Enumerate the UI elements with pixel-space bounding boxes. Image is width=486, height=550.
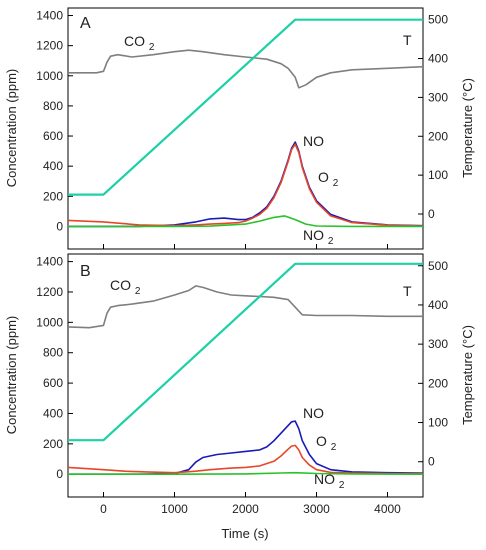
panel-a-ytick-label: 1200	[36, 39, 63, 53]
panel-b-ytick-label: 1400	[36, 255, 63, 269]
subscript: 2	[328, 236, 334, 247]
panel-b-y2tick-label: 200	[428, 376, 448, 390]
panel-b-o2-label: O 2	[316, 433, 337, 453]
panel-a-left-ticks: 0 200 400 600 800 1000 1200 1400	[36, 9, 73, 233]
panel-b-t-label: T	[403, 283, 412, 299]
panel-a-o2-label-text: O	[318, 169, 329, 185]
panel-a: A 0 200 400 600 800 1000 1200 1400 0 100 200 300 40…	[4, 7, 475, 250]
panel-b-y2tick-label: 400	[428, 298, 448, 312]
panel-a-ytick-label: 600	[43, 129, 63, 143]
panel-b-ytick-label: 1200	[36, 285, 63, 299]
panel-b-xtick-label: 3000	[303, 502, 330, 516]
panel-b-y2label: Temperature (°C)	[460, 325, 475, 425]
panel-b-left-ticks: 0 200 400 600 800 1000 1200 1400	[36, 255, 73, 481]
panel-b-no-label: NO	[303, 405, 324, 421]
panel-b-bottom-ticks: 0 1000 2000 3000 4000	[100, 492, 401, 516]
panel-a-y2tick-label: 300	[428, 90, 448, 104]
panel-a-ytick-label: 1400	[36, 9, 63, 23]
panel-a-label: A	[80, 15, 91, 32]
panel-a-series	[67, 18, 424, 228]
panel-a-bottom-ticks	[103, 244, 388, 249]
panel-a-co2-label-text: CO	[124, 33, 145, 49]
panel-a-y2tick-label: 200	[428, 129, 448, 143]
panel-a-series-o2-line	[67, 143, 424, 227]
panel-b-xtick-label: 1000	[161, 502, 188, 516]
panel-a-ytick-label: 400	[43, 159, 63, 173]
panel-a-series-no-line	[68, 141, 424, 228]
panel-b-xlabel: Time (s)	[221, 526, 268, 541]
panel-b-series	[67, 262, 424, 476]
panel-b-y2tick-label: 300	[428, 337, 448, 351]
panel-b-xtick-label: 0	[100, 502, 107, 516]
panel-a-ytick-label: 800	[43, 99, 63, 113]
panel-a-o2-label: O 2	[318, 169, 339, 189]
panel-a-no2-label: NO 2	[303, 227, 334, 247]
panel-b-ytick-label: 0	[56, 467, 63, 481]
subscript: 2	[135, 286, 141, 297]
panel-b-y2tick-label: 0	[428, 455, 435, 469]
subscript: 2	[331, 442, 337, 453]
panel-a-y2tick-label: 100	[428, 168, 448, 182]
panel-a-ylabel: Concentration (ppm)	[4, 69, 19, 188]
panel-a-y2tick-label: 500	[428, 13, 448, 27]
panel-a-ytick-label: 200	[43, 189, 63, 203]
panel-a-ytick-label: 0	[56, 219, 63, 233]
panel-a-ytick-label: 1000	[36, 69, 63, 83]
panel-b-series-o2-line	[67, 444, 423, 475]
panel-b-series-no2-line	[68, 471, 424, 476]
panel-a-frame	[67, 7, 424, 250]
panel-b-o2-label-text: O	[316, 433, 327, 449]
subscript: 2	[333, 178, 339, 189]
panel-b-ylabel: Concentration (ppm)	[4, 316, 19, 435]
panel-b-ytick-label: 400	[43, 406, 63, 420]
panel-b-ytick-label: 200	[43, 437, 63, 451]
panel-a-t-label: T	[403, 32, 412, 48]
panel-a-y2tick-label: 0	[428, 207, 435, 221]
panel-a-right-ticks: 0 100 200 300 400 500	[418, 13, 448, 221]
panel-b-no2-label: NO 2	[314, 471, 345, 491]
panel-a-series-t-line	[68, 18, 423, 196]
panel-b-series-t-line	[68, 262, 423, 442]
panel-b-y2tick-label: 500	[428, 259, 448, 273]
panel-b-label: B	[80, 263, 91, 280]
subscript: 2	[149, 42, 155, 53]
panel-a-no-label: NO	[303, 133, 324, 149]
panel-a-no2-label-text: NO	[303, 227, 324, 243]
panel-b-xtick-label: 4000	[374, 502, 401, 516]
panel-b-ytick-label: 600	[43, 376, 63, 390]
panel-b-xtick-label: 2000	[232, 502, 259, 516]
panel-a-y2label: Temperature (°C)	[460, 78, 475, 178]
panel-b-no2-label-text: NO	[314, 471, 335, 487]
panel-b: B 0 200 400 600 800 1000 1200 1400 0 100 200 300 40…	[4, 253, 475, 541]
panel-b-co2-label-text: CO	[110, 277, 131, 293]
panel-a-co2-label: CO 2	[124, 33, 155, 53]
panel-a-y2tick-label: 400	[428, 52, 448, 66]
panel-b-series-no-line	[68, 420, 424, 476]
panel-a-series-no2-line	[68, 215, 423, 228]
subscript: 2	[339, 480, 345, 491]
panel-b-series-co2-line	[67, 285, 423, 329]
panel-a-series-co2-line	[68, 49, 424, 89]
panel-b-ytick-label: 1000	[36, 315, 63, 329]
panel-b-right-ticks: 0 100 200 300 400 500	[418, 259, 448, 469]
panel-b-y2tick-label: 100	[428, 416, 448, 430]
panel-b-co2-label: CO 2	[110, 277, 141, 297]
panel-b-ytick-label: 800	[43, 346, 63, 360]
